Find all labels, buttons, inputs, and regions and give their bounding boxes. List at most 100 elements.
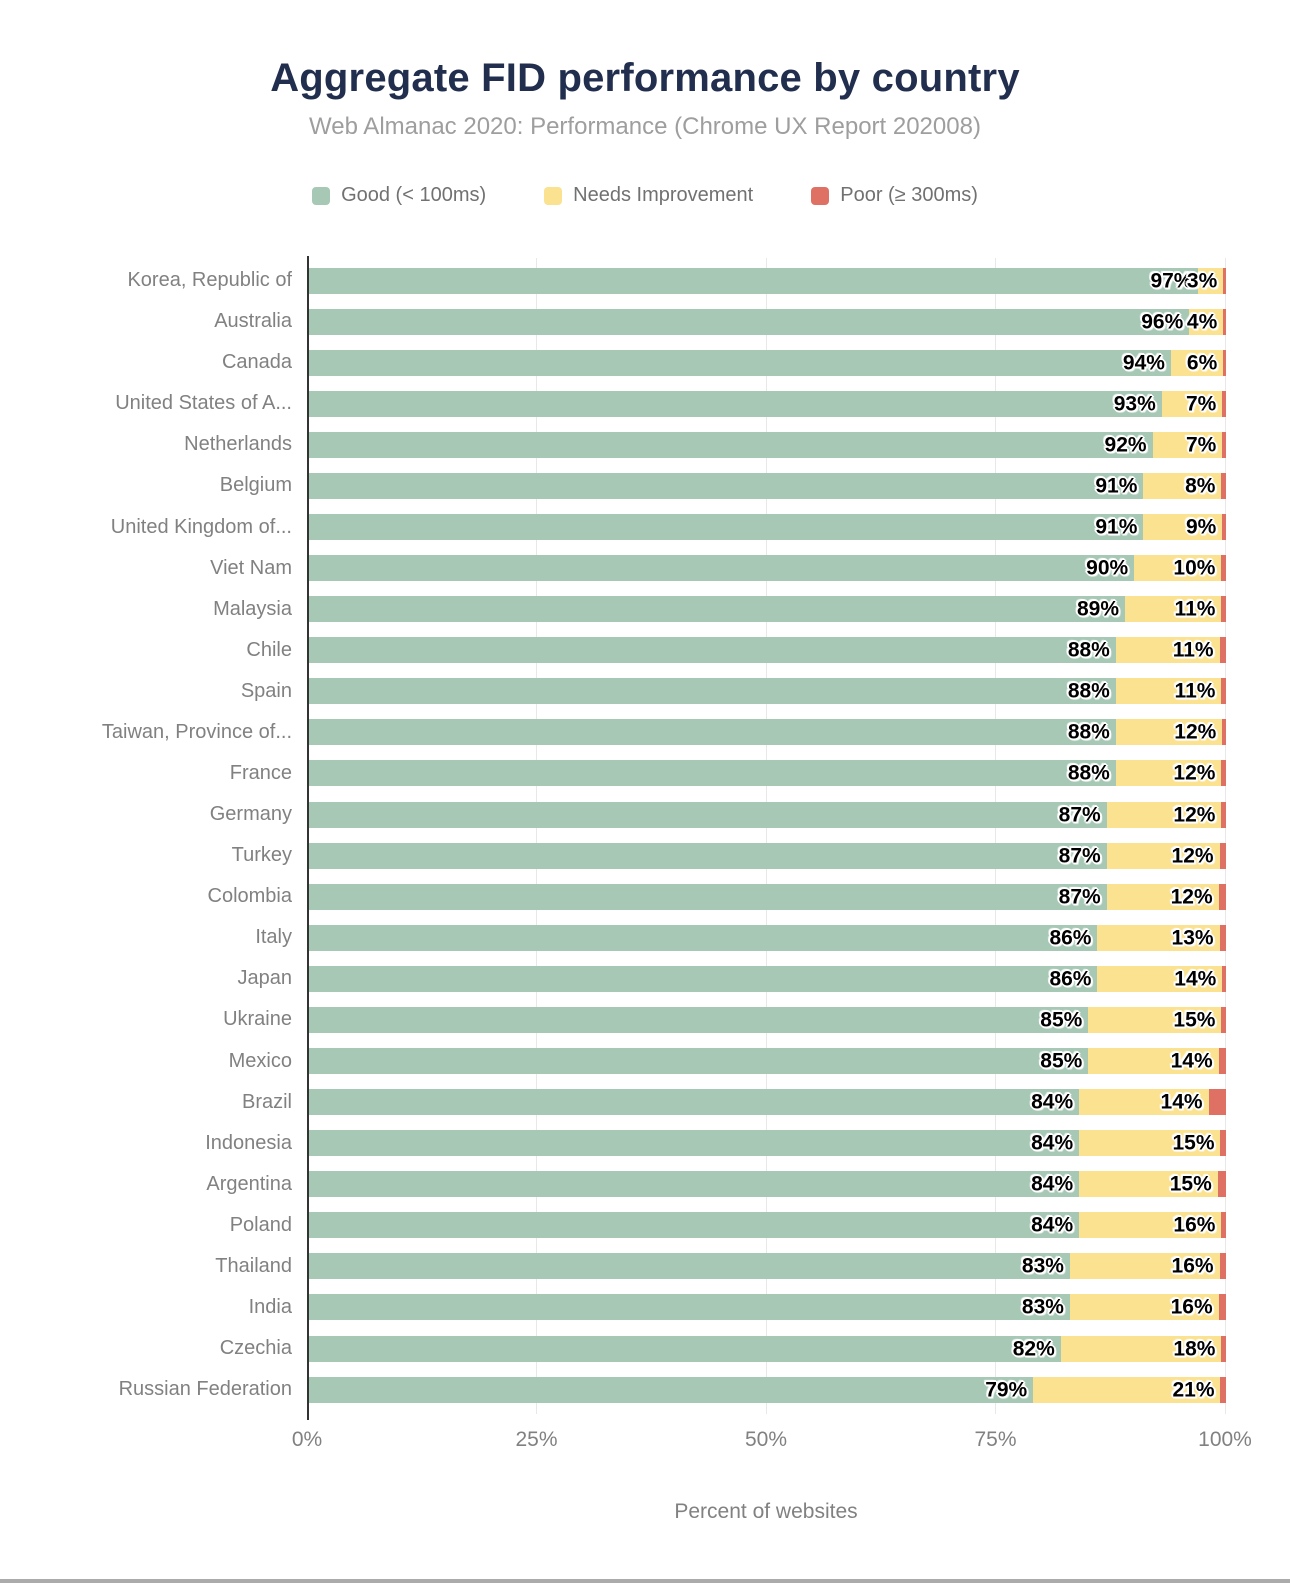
value-label-good: 90% <box>1086 556 1129 580</box>
country-label: Belgium <box>219 474 292 497</box>
bar-good-segment <box>308 760 1116 787</box>
bar-good-segment <box>308 596 1126 623</box>
value-label-good: 83% <box>1021 1295 1064 1319</box>
stacked-bar: 92% 7% <box>308 431 1226 458</box>
value-label-good: 88% <box>1067 761 1110 785</box>
bar-good-segment <box>308 1212 1080 1239</box>
stacked-bar: 82% 18% <box>308 1335 1226 1362</box>
value-label-good: 79% <box>985 1378 1028 1402</box>
value-label-needs-improvement: 14% <box>1170 1049 1213 1073</box>
value-label-needs-improvement: 6% <box>1186 351 1218 375</box>
country-label: India <box>248 1295 292 1318</box>
bar-poor-segment <box>1223 349 1226 376</box>
stacked-bar: 89% 11% <box>308 596 1226 623</box>
bottom-divider <box>0 1579 1290 1583</box>
bar-row: France 88% 12% <box>0 753 1290 794</box>
bar-row: Germany 87% 12% <box>0 794 1290 835</box>
bar-row: Thailand 83% 16% <box>0 1246 1290 1287</box>
x-tick-label: 0% <box>291 1428 323 1451</box>
bar-poor-segment <box>1219 842 1226 869</box>
value-label-good: 83% <box>1021 1254 1064 1278</box>
gridline <box>995 258 996 1414</box>
stacked-bar: 97% 3% <box>308 267 1226 294</box>
bar-needs-improvement-segment <box>1079 1089 1209 1116</box>
value-label-needs-improvement: 12% <box>1171 844 1214 868</box>
stacked-bar: 88% 12% <box>308 719 1226 746</box>
bar-needs-improvement-segment <box>1198 267 1224 294</box>
x-axis-title: Percent of websites <box>674 1500 858 1523</box>
bar-row: Viet Nam 90% 10% <box>0 548 1290 589</box>
stacked-bar: 86% 13% <box>308 924 1226 951</box>
bar-needs-improvement-segment <box>1134 555 1222 582</box>
stacked-bar: 91% 8% <box>308 472 1226 499</box>
bar-needs-improvement-segment <box>1152 431 1223 458</box>
bar-good-segment <box>308 514 1144 540</box>
country-label: Turkey <box>231 844 292 867</box>
value-label-good: 96% <box>1141 310 1184 334</box>
value-label-needs-improvement: 9% <box>1185 515 1217 539</box>
value-label-good: 91% <box>1095 515 1138 539</box>
bar-needs-improvement-segment <box>1079 1130 1221 1157</box>
legend-label: Good (< 100ms) <box>341 184 487 206</box>
bar-good-segment <box>308 431 1153 458</box>
bar-row: Malaysia 89% 11% <box>0 589 1290 630</box>
legend-item: Good (< 100ms) <box>312 184 486 207</box>
bar-needs-improvement-segment <box>1033 1376 1221 1403</box>
value-label-needs-improvement: 18% <box>1173 1337 1216 1361</box>
country-label: Japan <box>237 967 293 990</box>
value-label-needs-improvement: 14% <box>1174 967 1217 991</box>
value-label-needs-improvement: 16% <box>1173 1213 1216 1237</box>
value-label-needs-improvement: 8% <box>1185 474 1216 498</box>
chart-subtitle: Web Almanac 2020: Performance (Chrome UX… <box>309 113 981 140</box>
stacked-bar: 85% 15% <box>308 1006 1226 1033</box>
value-label-good: 92% <box>1104 433 1147 457</box>
bar-needs-improvement-segment <box>1088 1006 1222 1033</box>
country-label: United Kingdom of... <box>110 515 292 538</box>
country-label: France <box>229 761 292 784</box>
bar-good-segment <box>308 1048 1089 1075</box>
bar-good-segment <box>308 1006 1089 1033</box>
stacked-bar: 84% 15% <box>308 1171 1226 1198</box>
bar-poor-segment <box>1218 883 1226 910</box>
poor-swatch-icon <box>811 186 830 205</box>
value-label-good: 82% <box>1012 1337 1055 1361</box>
bar-needs-improvement-segment <box>1079 1171 1218 1198</box>
bar-needs-improvement-segment <box>1115 760 1222 787</box>
value-label-needs-improvement: 11% <box>1172 638 1214 662</box>
stacked-bar: 90% 10% <box>308 555 1226 582</box>
value-label-needs-improvement: 3% <box>1186 269 1218 293</box>
bar-row: Canada 94% 6% <box>0 342 1290 383</box>
bar-poor-segment <box>1221 678 1226 705</box>
value-label-good: 85% <box>1040 1008 1083 1032</box>
country-label: Netherlands <box>184 433 292 456</box>
value-label-needs-improvement: 16% <box>1170 1295 1213 1319</box>
country-label: Italy <box>255 926 292 949</box>
value-label-good: 87% <box>1058 885 1101 909</box>
value-label-needs-improvement: 13% <box>1171 926 1214 950</box>
x-tick-label: 75% <box>974 1428 1017 1451</box>
value-label-good: 86% <box>1049 967 1092 991</box>
value-label-needs-improvement: 12% <box>1173 761 1216 785</box>
country-label: Australia <box>214 310 292 333</box>
bar-poor-segment <box>1220 1376 1226 1403</box>
value-label-needs-improvement: 4% <box>1186 310 1218 334</box>
bar-good-segment <box>308 1335 1061 1362</box>
stacked-bar: 84% 14% <box>308 1089 1226 1116</box>
country-label: Argentina <box>206 1172 292 1195</box>
bar-poor-segment <box>1222 965 1226 992</box>
good-swatch-icon <box>312 186 331 205</box>
bar-good-segment <box>308 1294 1070 1321</box>
bar-row: Colombia 87% 12% <box>0 876 1290 917</box>
value-label-needs-improvement: 16% <box>1171 1254 1214 1278</box>
bar-needs-improvement-segment <box>1125 596 1222 623</box>
country-label: Brazil <box>241 1090 292 1113</box>
country-label: Spain <box>240 679 292 702</box>
bar-poor-segment <box>1221 472 1226 499</box>
bar-poor-segment <box>1222 719 1226 746</box>
stacked-bar: 88% 11% <box>308 637 1226 664</box>
chart-title: Aggregate FID performance by country <box>270 56 1020 100</box>
country-label: Mexico <box>228 1049 292 1072</box>
bar-good-segment <box>308 349 1171 376</box>
bar-poor-segment <box>1218 1048 1226 1075</box>
bar-poor-segment <box>1221 555 1226 582</box>
